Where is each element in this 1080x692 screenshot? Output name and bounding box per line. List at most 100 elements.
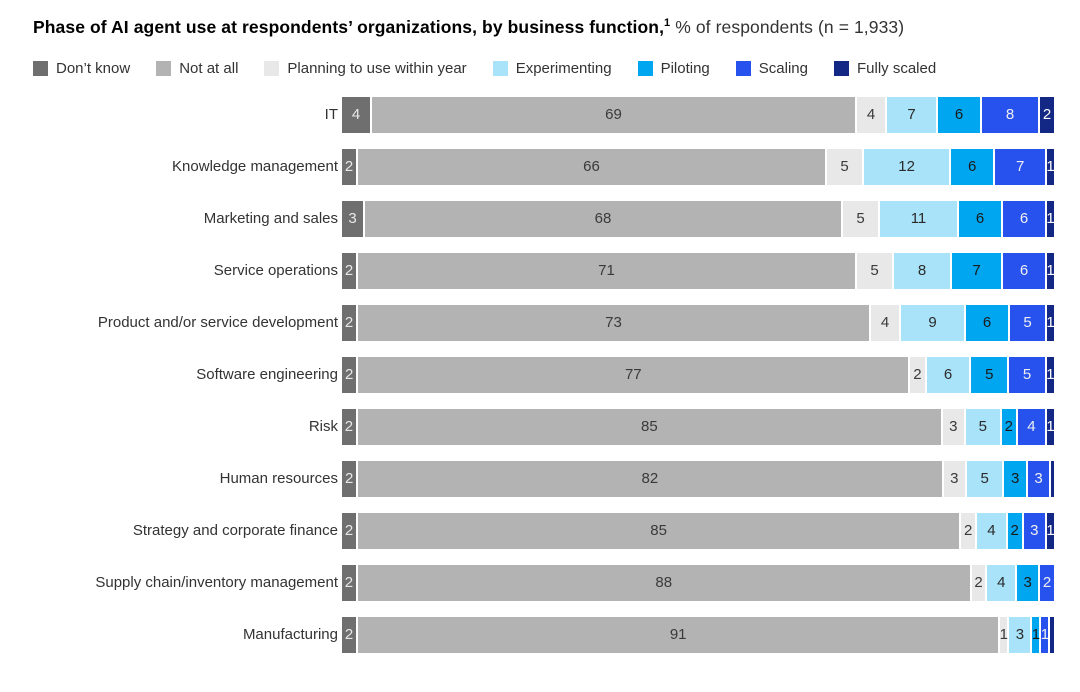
bar-segment: 1 xyxy=(1031,616,1041,653)
segment-value: 5 xyxy=(856,210,865,228)
bar-segment: 88 xyxy=(357,564,970,601)
bar-segment: 2 xyxy=(342,564,356,601)
stacked-bar: 2 71 5 8 7 6 1 xyxy=(342,252,1055,289)
segment-value: 6 xyxy=(982,314,992,332)
segment-value: 1 xyxy=(1031,626,1041,644)
segment-value: 1 xyxy=(1046,158,1055,176)
bar-segment: 91 xyxy=(358,616,999,653)
segment-value: 5 xyxy=(1023,314,1032,332)
segment-value: 4 xyxy=(1027,418,1036,436)
segment-value: 71 xyxy=(598,262,615,280)
segment-value: 2 xyxy=(344,262,354,280)
segment-value: 2 xyxy=(344,418,354,436)
segment-value: 4 xyxy=(351,106,361,124)
stacked-bar: 2 66 5 12 6 7 1 xyxy=(342,148,1055,185)
legend-swatch xyxy=(735,60,751,76)
stacked-bar: 4 69 4 7 6 8 2 xyxy=(342,96,1054,133)
chart-row: Manufacturing 2 91 1 3 1 1 xyxy=(33,616,1054,653)
bar-segment: 6 xyxy=(1003,200,1045,237)
stacked-bar: 2 85 3 5 2 4 1 xyxy=(342,408,1055,445)
segment-value: 88 xyxy=(655,574,673,592)
legend-swatch xyxy=(33,60,48,76)
legend-label: Fully scaled xyxy=(856,59,937,77)
bar-segment: 5 xyxy=(843,200,878,237)
bar-segment: 1 xyxy=(1046,148,1055,185)
bar-segment: 3 xyxy=(1023,512,1045,549)
segment-value: 1 xyxy=(999,626,1008,644)
bar-segment: 4 xyxy=(342,96,370,133)
bar-segment: 82 xyxy=(358,460,942,497)
bar-segment: 3 xyxy=(1004,460,1026,497)
bar-segment: 2 xyxy=(910,356,925,393)
legend-item: Planning to use within year xyxy=(264,60,467,77)
legend-item: Not at all xyxy=(156,60,238,77)
bar-segment: 11 xyxy=(880,200,957,237)
segment-value: 66 xyxy=(583,158,600,176)
bar-segment: 2 xyxy=(971,564,986,601)
bar-segment: 5 xyxy=(965,408,1000,445)
bar-segment: 6 xyxy=(959,200,1001,237)
bar-segment: 73 xyxy=(358,304,869,341)
segment-value: 82 xyxy=(641,470,659,488)
segment-value: 4 xyxy=(866,106,876,124)
category-label: Marketing and sales xyxy=(203,210,338,228)
chart-row: IT 4 69 4 7 6 8 2 xyxy=(33,96,1054,133)
bar-segment: 4 xyxy=(1017,408,1046,445)
stacked-bar: 3 68 5 11 6 6 1 xyxy=(342,200,1055,237)
segment-value: 11 xyxy=(910,210,927,228)
bar-segment: 3 xyxy=(1017,564,1039,601)
chart-title-bold: Phase of AI agent use at respondents’ or… xyxy=(33,17,665,37)
legend-swatch xyxy=(264,60,280,76)
category-label: Risk xyxy=(308,418,338,436)
stacked-bar: 2 91 1 3 1 1 xyxy=(342,616,1054,653)
bar-segment: 8 xyxy=(894,252,950,289)
segment-value: 2 xyxy=(1004,418,1013,436)
bar-segment: 2 xyxy=(342,148,357,185)
bar-segment: 69 xyxy=(372,96,855,133)
category-label: Human resources xyxy=(219,470,338,488)
chart-title-subtitle: % of respondents (n = 1,933) xyxy=(670,17,905,37)
stacked-bar-chart: IT 4 69 4 7 6 8 2 Knowledge management 2 66 5 12 6 7 1 M… xyxy=(33,96,1055,653)
bar-segment: 6 xyxy=(926,356,970,393)
bar-segment: 2 xyxy=(961,512,976,549)
category-label: Service operations xyxy=(213,262,338,280)
segment-value: 2 xyxy=(344,574,354,592)
segment-value: 3 xyxy=(1015,626,1025,644)
chart-row: Service operations 2 71 5 8 7 6 1 xyxy=(33,252,1055,289)
bar-segment: 3 xyxy=(943,408,964,445)
bar-segment: 66 xyxy=(358,148,825,185)
bar-segment: 2 xyxy=(342,408,356,445)
segment-value: 9 xyxy=(928,314,937,332)
bar-segment: 1 xyxy=(1046,304,1055,341)
category-label: Software engineering xyxy=(196,366,338,384)
chart-row: Human resources 2 82 3 5 3 3 xyxy=(33,460,1054,497)
bar-segment: 8 xyxy=(982,96,1038,133)
bar-segment: 6 xyxy=(938,96,980,133)
segment-value: 6 xyxy=(1019,210,1029,228)
segment-value: 1 xyxy=(1046,210,1055,228)
segment-value: 7 xyxy=(972,262,981,280)
segment-value: 4 xyxy=(997,574,1006,592)
segment-value: 5 xyxy=(840,158,849,176)
segment-value: 2 xyxy=(964,522,973,540)
footnote-superscript: 1 xyxy=(664,17,671,30)
segment-value: 1 xyxy=(1046,366,1055,384)
segment-value: 3 xyxy=(1010,470,1020,488)
segment-value: 1 xyxy=(1046,262,1055,280)
bar-segment: 2 xyxy=(1040,564,1054,601)
bar-segment: 1 xyxy=(1041,616,1049,653)
bar-segment: 3 xyxy=(1009,616,1031,653)
bar-segment: 5 xyxy=(1009,356,1045,393)
legend-item: Piloting xyxy=(637,60,710,77)
chart-page: Phase of AI agent use at respondents’ or… xyxy=(33,17,1055,653)
bar-segment: 3 xyxy=(943,460,965,497)
bar-segment: 3 xyxy=(342,200,363,237)
category-label: Strategy and corporate finance xyxy=(132,522,338,540)
legend-item: Don’t know xyxy=(33,60,130,77)
bar-segment: 12 xyxy=(864,148,950,185)
stacked-bar: 2 73 4 9 6 5 1 xyxy=(342,304,1055,341)
stacked-bar: 2 85 2 4 2 3 1 xyxy=(342,512,1055,549)
bar-segment: 2 xyxy=(1040,96,1054,133)
segment-value: 3 xyxy=(1034,470,1043,488)
legend-item: Experimenting xyxy=(492,60,612,77)
